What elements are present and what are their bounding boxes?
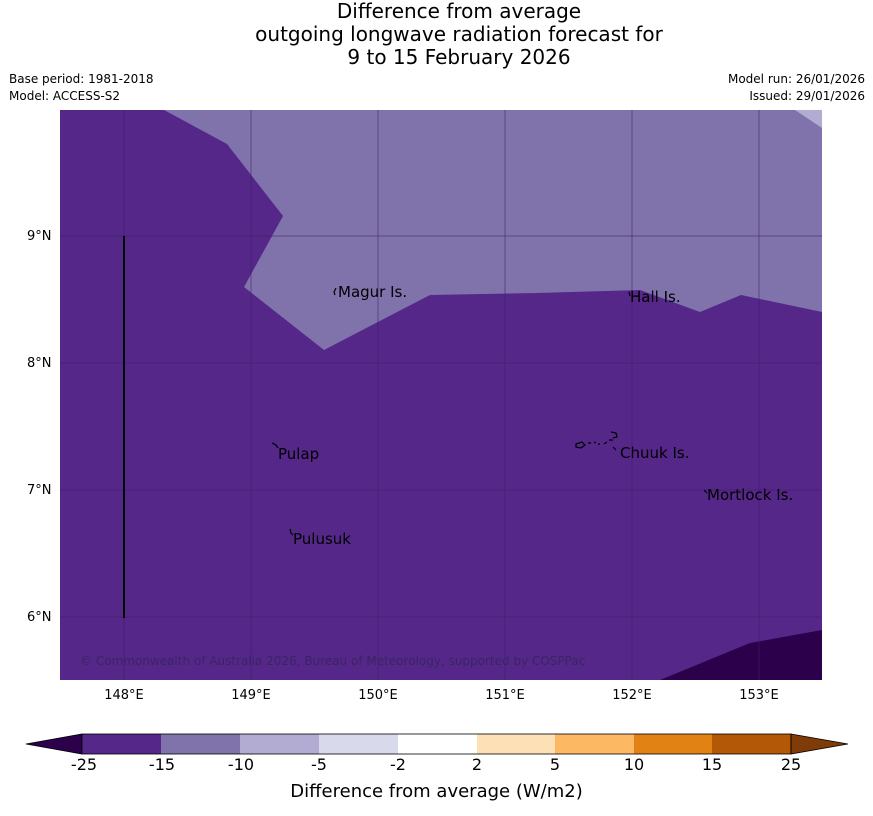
colorbar-tick: 2 [471, 755, 483, 774]
model-name: Model: ACCESS-S2 [9, 89, 121, 103]
lat-label-7n: 7°N [27, 483, 52, 498]
place-hall-is: Hall Is. [630, 288, 681, 306]
colorbar-tick: -2 [390, 755, 406, 774]
anomaly-region-below-minus-25 [660, 630, 822, 680]
title-line-1: Difference from average [336, 0, 582, 23]
place-chuuk-is: Chuuk Is. [620, 444, 690, 462]
place-pulap: Pulap [278, 445, 320, 463]
colorbar-segment [477, 734, 555, 754]
lat-label-9n: 9°N [27, 229, 52, 244]
colorbar-tick: 25 [780, 755, 802, 774]
lon-label-148e: 148°E [104, 688, 144, 703]
lat-label-8n: 8°N [27, 356, 52, 371]
place-magur-is: Magur Is. [338, 283, 408, 301]
colorbar-segment [712, 734, 791, 754]
chart-title: Difference from average outgoing longwav… [0, 0, 873, 69]
model-run: Model run: 26/01/2026 [727, 72, 865, 86]
colorbar-tick: 5 [549, 755, 561, 774]
graticule [60, 110, 822, 680]
lon-label-151e: 151°E [485, 688, 525, 703]
island-pulusuk [289, 528, 294, 536]
colorbar-tick: -15 [148, 755, 176, 774]
colorbar-extend-low [25, 733, 83, 755]
colorbar-segment [161, 734, 240, 754]
issued-date: Issued: 29/01/2026 [749, 89, 865, 103]
island-hall [628, 291, 631, 297]
meta-left: Base period: 1981-2018 Model: ACCESS-S2 [9, 71, 154, 105]
island-chuuk [575, 431, 618, 451]
colorbar-tick: 10 [623, 755, 645, 774]
colorbar-label: Difference from average (W/m2) [290, 781, 583, 802]
lat-label-6n: 6°N [27, 610, 52, 625]
anomaly-region-minus-10-to-5 [795, 110, 822, 128]
islands-outlines [271, 287, 708, 536]
colorbar-tick: 15 [701, 755, 723, 774]
map-svg [60, 110, 822, 680]
island-magur [333, 287, 337, 296]
colorbar-segment [82, 734, 161, 754]
colorbar-segment [555, 734, 634, 754]
meta-right: Model run: 26/01/2026 Issued: 29/01/2026 [728, 71, 865, 105]
island-mortlock [703, 489, 708, 494]
colorbar-tick: -10 [227, 755, 255, 774]
place-pulusuk: Pulusuk [293, 530, 351, 548]
colorbar-segment [398, 734, 477, 754]
colorbar-segment [240, 734, 319, 754]
lon-label-153e: 153°E [739, 688, 779, 703]
island-pulap [271, 442, 279, 449]
anomaly-region-minus-15-to-10 [164, 110, 822, 350]
title-line-2: outgoing longwave radiation forecast for [255, 22, 663, 46]
colorbar-segment [319, 734, 398, 754]
place-mortlock-is: Mortlock Is. [707, 486, 794, 504]
copyright-notice: © Commonwealth of Australia 2026, Bureau… [80, 654, 586, 668]
colorbar [25, 733, 849, 755]
lon-label-150e: 150°E [358, 688, 398, 703]
colorbar-tick: -5 [311, 755, 327, 774]
lon-label-149e: 149°E [231, 688, 271, 703]
colorbar-tick: -25 [70, 755, 98, 774]
title-line-3: 9 to 15 February 2026 [347, 45, 571, 69]
colorbar-segment [634, 734, 712, 754]
map-panel[interactable] [60, 110, 822, 680]
base-period: Base period: 1981-2018 [9, 72, 154, 86]
colorbar-extend-high [790, 733, 849, 755]
lon-label-152e: 152°E [612, 688, 652, 703]
